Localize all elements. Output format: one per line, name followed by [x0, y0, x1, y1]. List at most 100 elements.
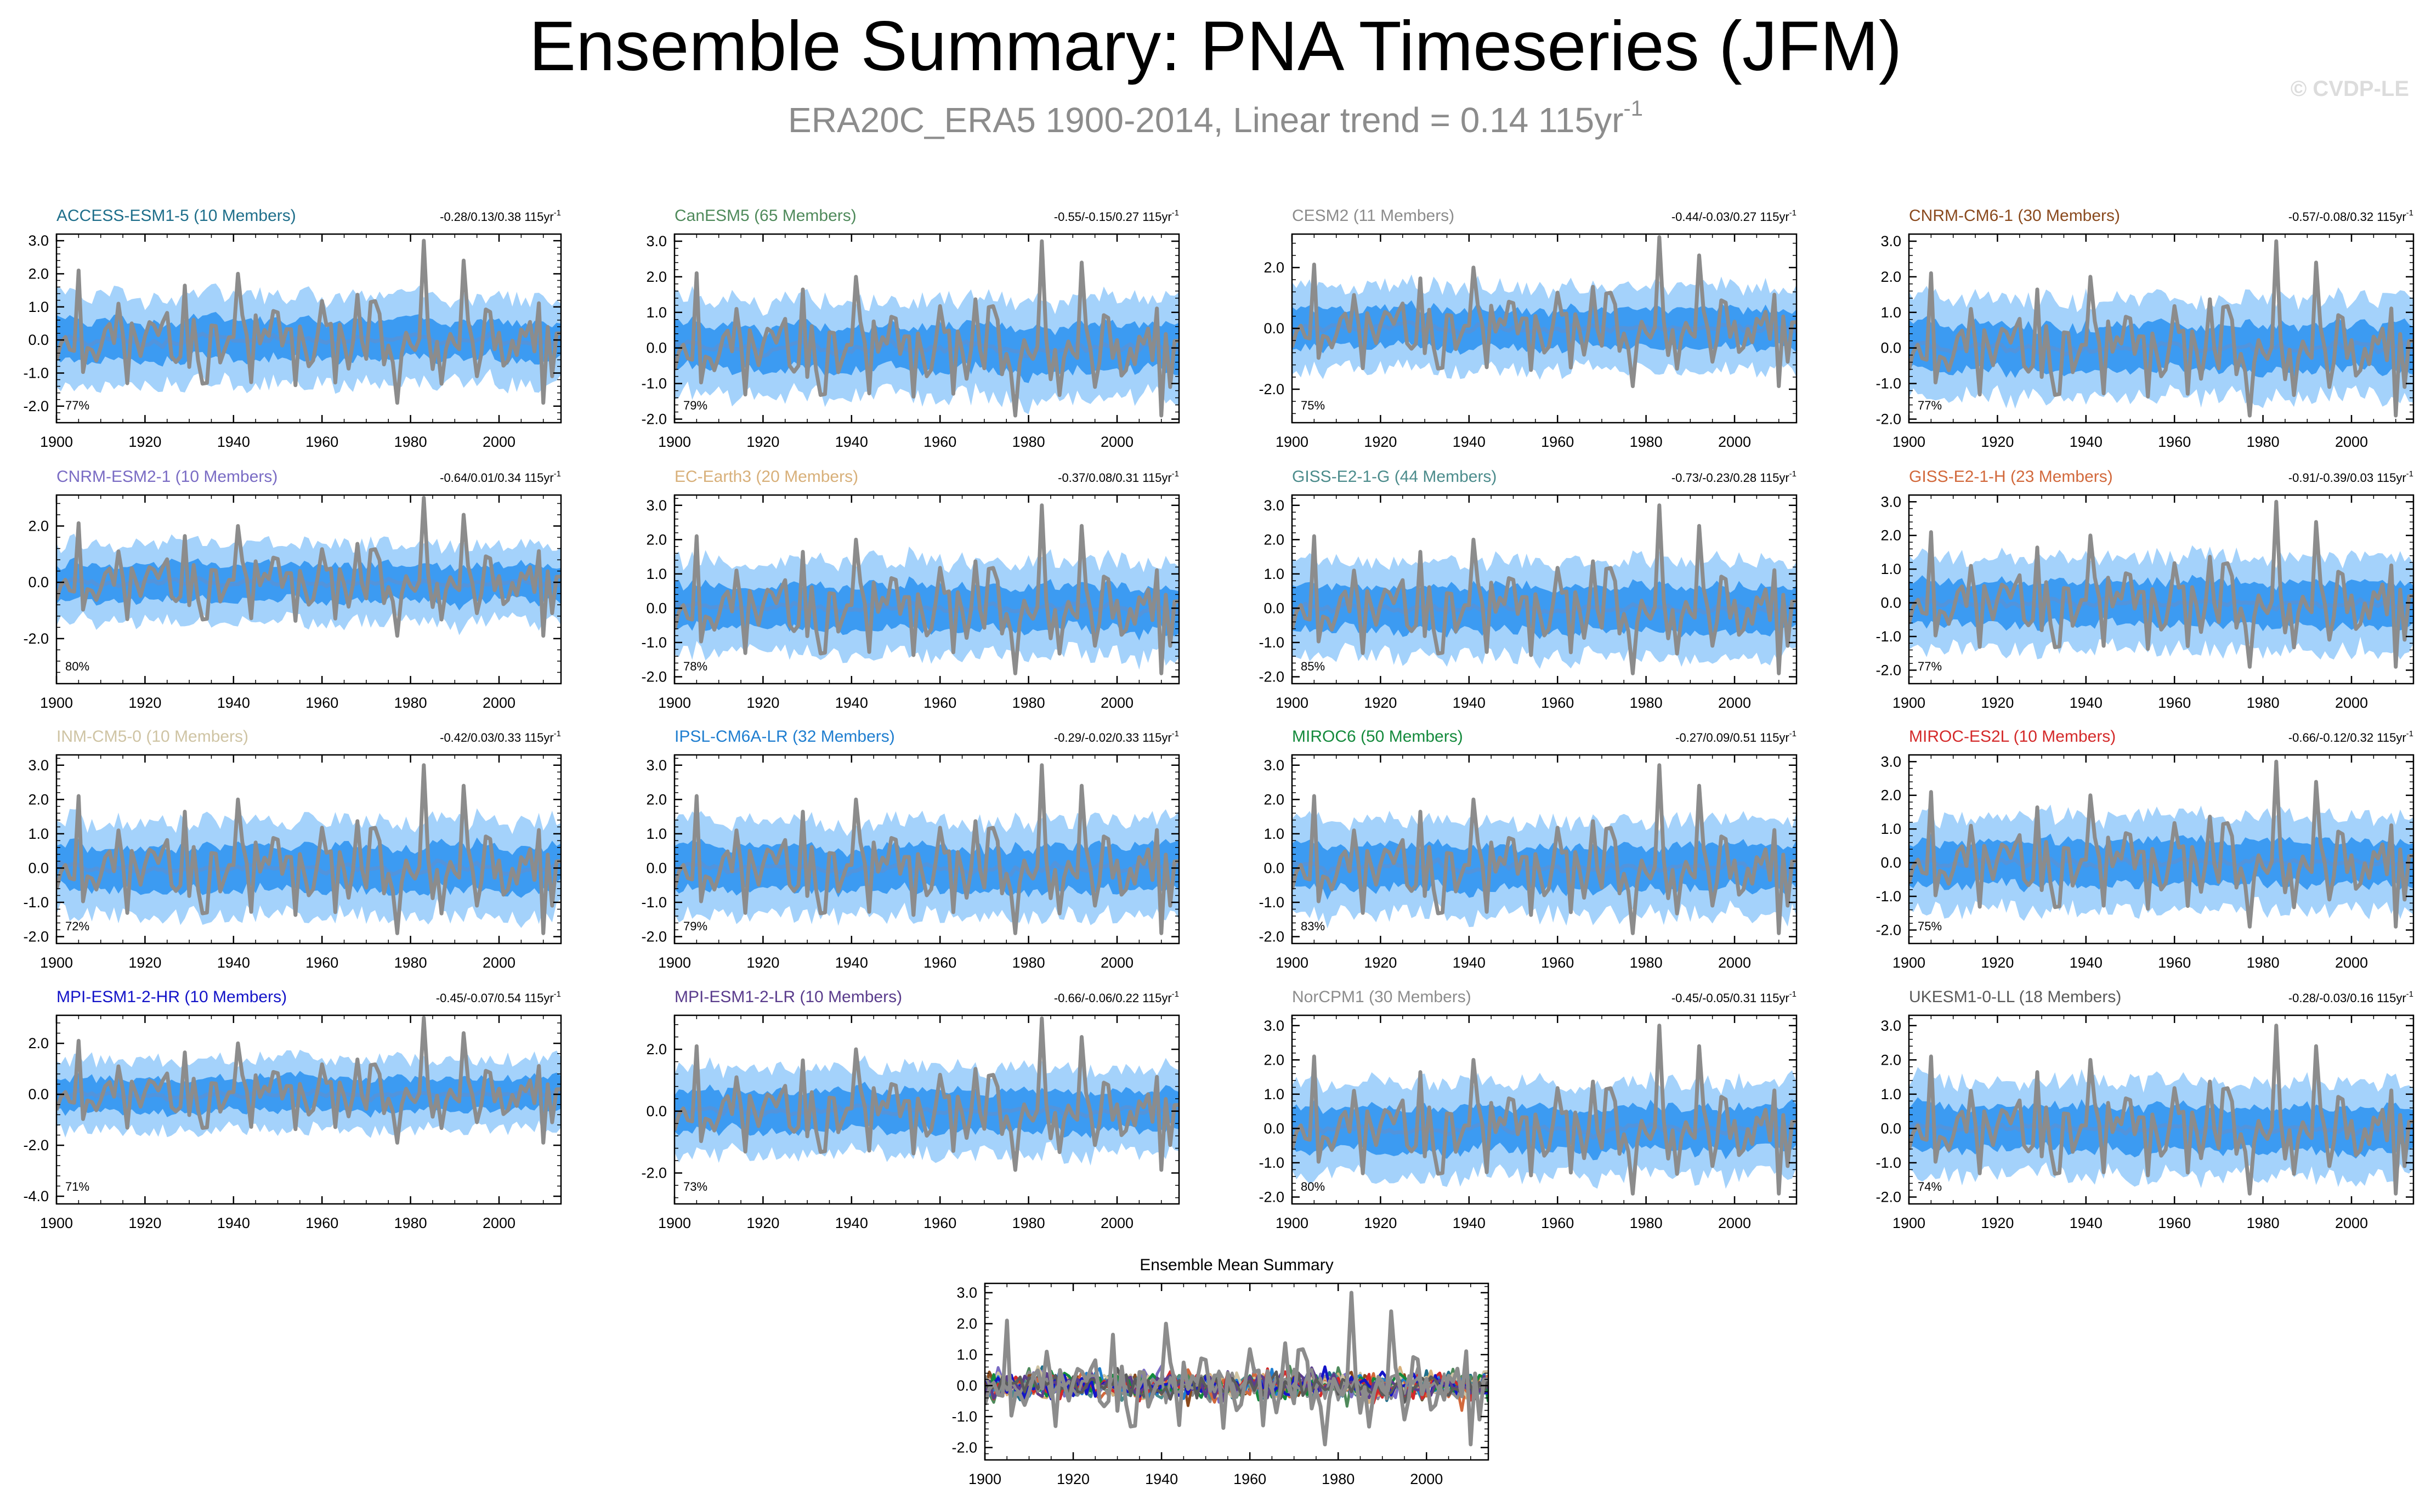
x-tick-label: 1980 [2247, 695, 2280, 711]
x-tick-label: 1920 [1981, 1215, 2014, 1231]
x-tick-label: 1960 [1541, 695, 1574, 711]
x-tick-label: 1940 [2070, 695, 2103, 711]
x-tick-label: 1920 [128, 695, 161, 711]
y-tick-label: 2.0 [28, 518, 49, 534]
ensemble-mean-line [675, 861, 1179, 878]
y-tick-label: 2.0 [28, 791, 49, 808]
plot-frame [55, 1014, 562, 1205]
y-tick-label: 3.0 [1880, 753, 1901, 770]
x-tick-label: 1940 [835, 434, 868, 450]
x-tick-label: 1940 [1453, 1215, 1486, 1231]
y-tick-label: 1.0 [646, 304, 667, 321]
panel-trend-superscript: -1 [1789, 990, 1797, 999]
panel-trend-superscript: -1 [2406, 990, 2413, 999]
panel-trend: -0.45/-0.07/0.54 115yr-1 [436, 990, 561, 1005]
y-tick-label: 3.0 [1880, 233, 1901, 249]
observed-line [56, 238, 561, 405]
ensemble-mean-line [56, 330, 561, 349]
y-tick-label: 1.0 [646, 826, 667, 842]
x-tick-label: 1920 [1981, 954, 2014, 971]
percent-label: 79% [683, 399, 707, 412]
plot-frame [1291, 1014, 1798, 1205]
y-tick-label: 0.0 [28, 860, 49, 876]
x-tick-label: 2000 [2335, 434, 2368, 450]
x-tick-label: 2000 [483, 434, 515, 450]
y-tick-label: -2.0 [23, 398, 49, 414]
x-tick-label: 2000 [483, 695, 515, 711]
x-tick-label: 2000 [1101, 1215, 1134, 1231]
panel-title: INM-CM5-0 (10 Members) [56, 727, 248, 746]
observed-line [985, 1291, 1488, 1447]
panel-trend-superscript: -1 [2406, 208, 2413, 218]
percent-label: 80% [65, 660, 89, 673]
y-tick-label: 3.0 [646, 757, 667, 774]
y-tick-label: 1.0 [28, 826, 49, 842]
credit-watermark: © CVDP-LE [2290, 77, 2409, 101]
plot-area [56, 496, 561, 638]
x-tick-label: 1920 [128, 1215, 161, 1231]
panel-trend-text: -0.28/-0.03/0.16 115yr [2288, 991, 2406, 1005]
panel-title: EC-Earth3 (20 Members) [675, 468, 858, 486]
x-tick-label: 1980 [1012, 434, 1045, 450]
percent-label: 78% [683, 660, 707, 673]
y-tick-label: -2.0 [1875, 662, 1901, 678]
panel-trend: -0.29/-0.02/0.33 115yr-1 [1054, 729, 1179, 744]
x-tick-label: 1920 [1364, 434, 1397, 450]
x-tick-label: 1900 [1892, 1215, 1925, 1231]
y-tick-label: -1.0 [23, 894, 49, 911]
y-tick-label: 0.0 [646, 600, 667, 616]
panel-trend-superscript: -1 [1172, 469, 1179, 479]
panel-trend: -0.45/-0.05/0.31 115yr-1 [1671, 990, 1797, 1005]
x-tick-label: 1960 [305, 1215, 338, 1231]
x-tick-label: 1920 [1057, 1471, 1090, 1487]
x-tick-label: 1920 [1364, 1215, 1397, 1231]
x-tick-label: 1940 [835, 695, 868, 711]
x-tick-label: 1960 [305, 434, 338, 450]
x-tick-label: 2000 [1718, 954, 1751, 971]
x-tick-label: 2000 [1101, 434, 1134, 450]
percent-label: 79% [683, 919, 707, 933]
y-tick-label: 3.0 [1263, 497, 1284, 514]
x-tick-label: 1960 [2158, 954, 2191, 971]
ensemble-mean-line [1292, 857, 1797, 877]
ensemble-mean-line [1909, 1121, 2413, 1136]
y-tick-label: 1.0 [956, 1346, 977, 1363]
x-tick-label: 1900 [1276, 1215, 1308, 1231]
ensemble-mean-line [1292, 320, 1797, 336]
observed-line [675, 1016, 1179, 1172]
y-tick-label: 1.0 [1880, 821, 1901, 837]
y-tick-label: 1.0 [1263, 826, 1284, 842]
panel-title: CanESM5 (65 Members) [675, 207, 857, 225]
y-tick-label: -1.0 [951, 1408, 977, 1425]
y-tick-label: -4.0 [23, 1188, 49, 1204]
x-tick-label: 1900 [1276, 434, 1308, 450]
x-tick-label: 1980 [2247, 434, 2280, 450]
y-tick-label: -1.0 [1875, 888, 1901, 905]
ensemble-mean-line [1909, 595, 2413, 612]
y-tick-label: 3.0 [28, 232, 49, 249]
percent-label: 77% [65, 399, 89, 412]
y-tick-label: 2.0 [956, 1315, 977, 1332]
y-tick-label: -2.0 [641, 411, 667, 428]
x-tick-label: 1940 [217, 1215, 250, 1231]
panel-trend-text: -0.42/0.03/0.33 115yr [440, 731, 554, 744]
y-tick-label: 3.0 [646, 497, 667, 514]
x-tick-label: 2000 [1101, 954, 1134, 971]
plot-area [1292, 1024, 1797, 1196]
y-tick-label: 1.0 [1880, 561, 1901, 577]
observed-line [1292, 503, 1797, 675]
panel-trend-text: -0.91/-0.39/0.03 115yr [2288, 471, 2406, 485]
y-tick-label: 0.0 [646, 1103, 667, 1119]
y-tick-label: 1.0 [28, 299, 49, 315]
y-tick-label: -2.0 [1259, 1189, 1284, 1205]
panel-trend-text: -0.29/-0.02/0.33 115yr [1054, 731, 1172, 744]
x-tick-label: 1980 [394, 954, 427, 971]
y-tick-label: -2.0 [641, 668, 667, 685]
panel-trend: -0.73/-0.23/0.28 115yr-1 [1671, 469, 1797, 485]
ensemble-mean-line [56, 858, 561, 877]
y-tick-label: 1.0 [1880, 304, 1901, 321]
x-tick-label: 1980 [1012, 954, 1045, 971]
x-tick-label: 1940 [1453, 954, 1486, 971]
y-tick-label: 0.0 [1263, 1120, 1284, 1136]
